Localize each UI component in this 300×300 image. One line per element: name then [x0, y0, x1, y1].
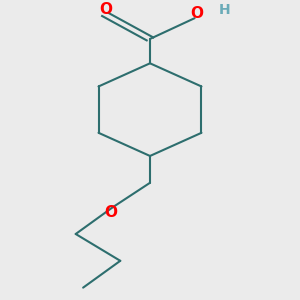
Text: O: O: [190, 6, 204, 21]
Text: O: O: [104, 205, 117, 220]
Text: H: H: [218, 3, 230, 17]
Text: O: O: [99, 2, 112, 17]
